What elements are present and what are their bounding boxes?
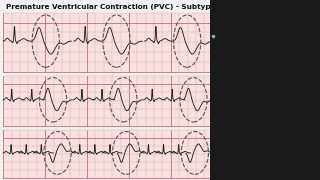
Text: BIGEMINY: BIGEMINY	[222, 33, 280, 43]
Text: Premature Ventricular Contraction (PVC) - Subtypes: Premature Ventricular Contraction (PVC) …	[6, 4, 220, 10]
FancyBboxPatch shape	[3, 76, 213, 126]
Text: QUADRIGEMINY: QUADRIGEMINY	[222, 143, 314, 153]
FancyBboxPatch shape	[3, 130, 213, 178]
FancyBboxPatch shape	[210, 0, 320, 180]
Text: TRIGEMINY: TRIGEMINY	[222, 85, 288, 95]
FancyBboxPatch shape	[3, 13, 213, 72]
